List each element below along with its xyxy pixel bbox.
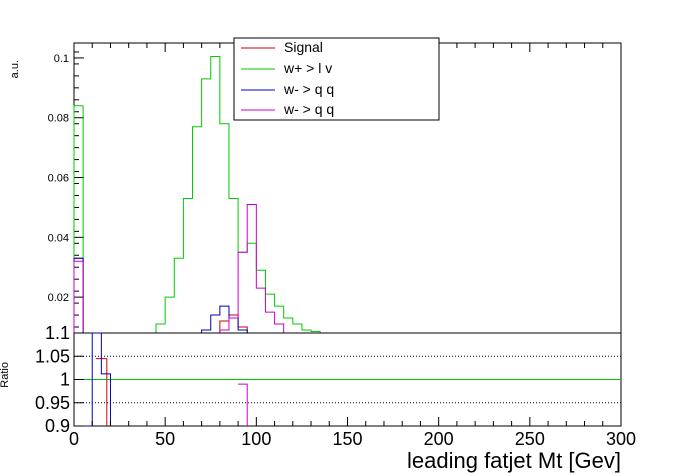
- legend-box: [233, 37, 440, 121]
- x-tick-label: 300: [606, 429, 636, 449]
- top-y-tick-label: 0.06: [48, 173, 69, 185]
- legend-label-wplus: w+ > l v: [283, 60, 332, 76]
- ratio-y-tick-label: 0.95: [35, 393, 70, 413]
- ratio-y-axis-label: Ratio: [0, 362, 11, 388]
- legend-entry-wminus-blue: w- > q q: [241, 81, 334, 97]
- legend-entry-wplus: w+ > l v: [241, 60, 332, 76]
- x-tick-label: 100: [241, 429, 271, 449]
- top-y-tick-label: 0.02: [48, 292, 69, 304]
- x-tick-label: 200: [424, 429, 454, 449]
- top-y-axis: 0.02 0.04 0.06 0.08 0.1: [48, 43, 622, 328]
- histogram-series-3: [73, 203, 302, 334]
- x-tick-label: 50: [155, 429, 175, 449]
- legend-label-wminus-blue: w- > q q: [283, 81, 334, 97]
- ratio-y-tick-label: 1.1: [45, 323, 70, 343]
- legend-entry-wminus-magenta: w- > q q: [241, 101, 334, 117]
- ratio-x-axis: 0 50 100 150 200 250 300: [69, 417, 636, 449]
- top-y-tick-label: 0.1: [54, 53, 69, 65]
- ratio-y-tick-label: 1: [60, 370, 70, 390]
- legend: Signal w+ > l v w- > q q w- > q q: [233, 37, 440, 121]
- ratio-y-tick-label: 1.05: [35, 346, 70, 366]
- legend-entry-signal: Signal: [241, 39, 323, 55]
- ratio-y-tick-label: 0.9: [45, 416, 70, 436]
- ratio-panel: 0.9 0.95 1 1.05 1.1 0 50 100 150 200 250 300 Ratio…: [0, 323, 636, 473]
- ratio-series-3: [238, 383, 248, 426]
- x-tick-label: 250: [515, 429, 545, 449]
- ratio-series-1: [95, 358, 108, 426]
- x-tick-label: 150: [332, 429, 362, 449]
- top-y-axis-label: a.u.: [9, 60, 21, 78]
- top-histogram-panel: 0.02 0.04 0.06 0.08 0.1 a.u.: [9, 42, 622, 334]
- legend-label-wminus-magenta: w- > q q: [283, 101, 334, 117]
- x-axis-label: leading fatjet Mt [Gev]: [407, 448, 621, 473]
- ratio-reference-lines: [74, 355, 621, 404]
- top-y-tick-label: 0.08: [48, 113, 69, 125]
- top-y-tick-label: 0.04: [48, 232, 69, 244]
- x-tick-label: 0: [69, 429, 79, 449]
- legend-label-signal: Signal: [284, 39, 323, 55]
- ratio-y-axis: 0.9 0.95 1 1.05 1.1: [35, 323, 84, 436]
